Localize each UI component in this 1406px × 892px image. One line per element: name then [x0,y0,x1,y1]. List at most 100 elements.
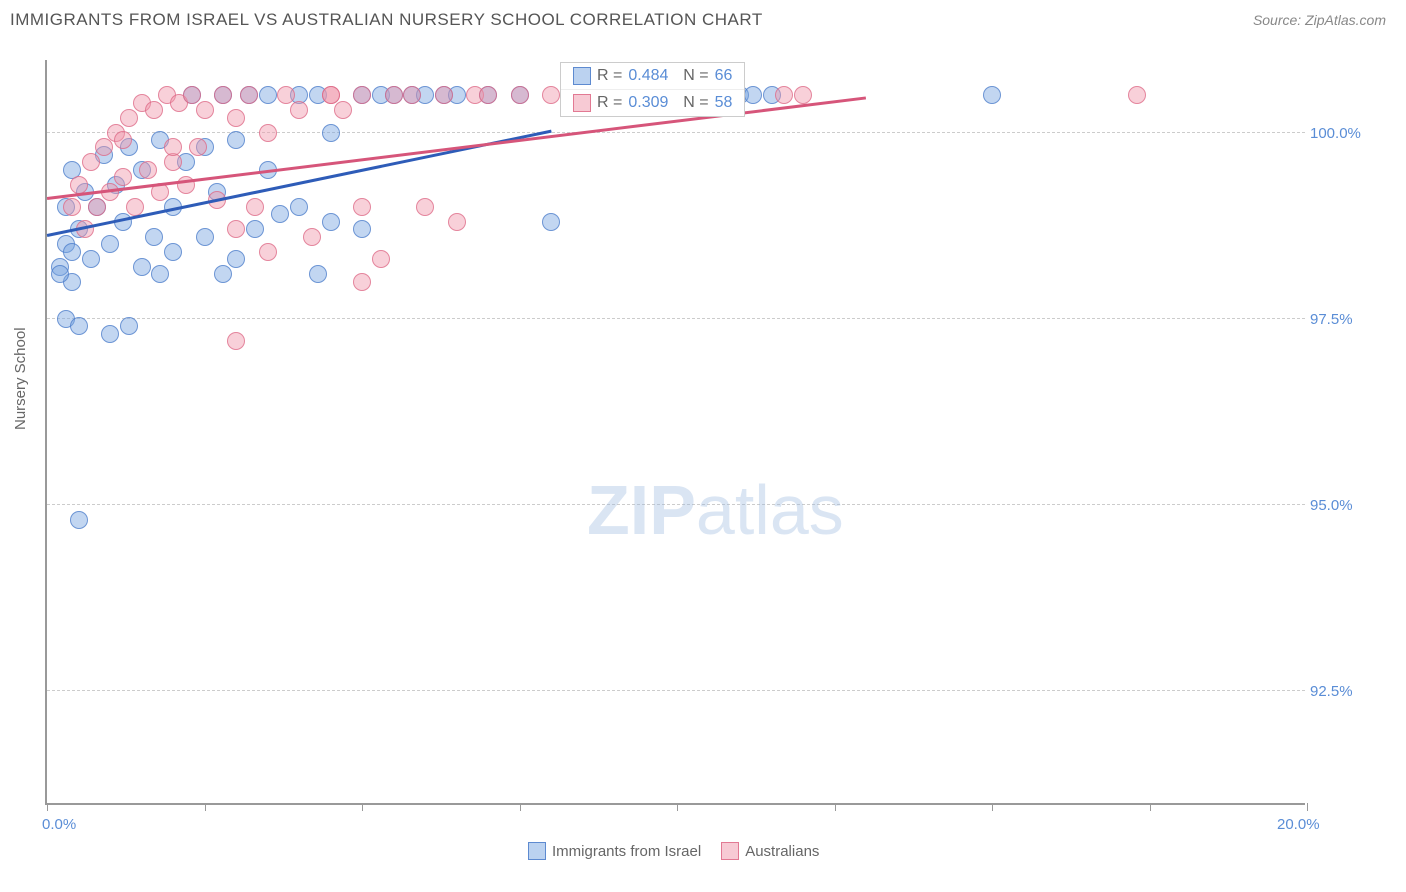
data-point [63,198,81,216]
data-point [196,228,214,246]
data-point [114,168,132,186]
data-point [290,101,308,119]
data-point [240,86,258,104]
legend-label-2: Australians [745,843,819,860]
data-point [1128,86,1146,104]
data-point [416,198,434,216]
data-point [259,124,277,142]
data-point [435,86,453,104]
data-point [246,198,264,216]
data-point [290,198,308,216]
data-point [227,332,245,350]
data-point [120,317,138,335]
n-label: N = [674,67,708,85]
y-tick-label: 100.0% [1310,125,1390,142]
data-point [277,86,295,104]
data-point [114,131,132,149]
data-point [448,213,466,231]
data-point [227,220,245,238]
data-point [794,86,812,104]
data-point [120,109,138,127]
data-point [511,86,529,104]
x-tick [47,803,48,811]
x-tick [835,803,836,811]
data-point [70,317,88,335]
data-point [309,265,327,283]
x-tick [1307,803,1308,811]
r-label: R = [597,94,622,112]
data-point [403,86,421,104]
legend-row-series1: R = 0.484 N = 66 [561,63,744,90]
x-tick-label: 0.0% [42,816,76,833]
source-attribution: Source: ZipAtlas.com [1253,12,1386,28]
data-point [196,101,214,119]
data-point [259,86,277,104]
y-axis-label: Nursery School [12,327,29,430]
correlation-legend: R = 0.484 N = 66 R = 0.309 N = 58 [560,62,745,117]
data-point [88,198,106,216]
data-point [70,511,88,529]
data-point [385,86,403,104]
data-point [164,138,182,156]
x-tick [362,803,363,811]
data-point [145,101,163,119]
data-point [227,131,245,149]
data-point [353,198,371,216]
scatter-chart: ZIPatlas 92.5%95.0%97.5%100.0%0.0%20.0% [45,60,1305,805]
gridline-h [47,504,1305,505]
data-point [214,265,232,283]
x-tick [677,803,678,811]
data-point [227,109,245,127]
swatch-icon [721,842,739,860]
watermark: ZIPatlas [587,470,844,550]
data-point [353,86,371,104]
data-point [479,86,497,104]
legend-label-1: Immigrants from Israel [552,843,701,860]
data-point [983,86,1001,104]
data-point [542,213,560,231]
gridline-h [47,318,1305,319]
x-tick [992,803,993,811]
x-tick-label: 20.0% [1277,816,1320,833]
data-point [322,124,340,142]
data-point [189,138,207,156]
data-point [63,243,81,261]
watermark-bold: ZIP [587,471,696,549]
y-tick-label: 95.0% [1310,497,1390,514]
x-tick [1150,803,1151,811]
data-point [164,243,182,261]
data-point [214,86,232,104]
r-value-2: 0.309 [628,94,668,112]
data-point [775,86,793,104]
source-value: ZipAtlas.com [1305,12,1386,28]
watermark-light: atlas [696,471,844,549]
data-point [51,265,69,283]
data-point [101,235,119,253]
data-point [372,250,390,268]
data-point [353,273,371,291]
legend-row-series2: R = 0.309 N = 58 [561,90,744,116]
gridline-h [47,690,1305,691]
y-tick-label: 92.5% [1310,683,1390,700]
source-label: Source: [1253,12,1305,28]
chart-header: IMMIGRANTS FROM ISRAEL VS AUSTRALIAN NUR… [0,0,1406,35]
data-point [82,153,100,171]
x-tick [205,803,206,811]
data-point [271,205,289,223]
r-label: R = [597,67,622,85]
data-point [183,86,201,104]
data-point [744,86,762,104]
data-point [246,220,264,238]
data-point [322,86,340,104]
data-point [542,86,560,104]
n-label: N = [674,94,708,112]
legend-item-2: Australians [721,842,819,860]
data-point [139,161,157,179]
data-point [95,138,113,156]
data-point [227,250,245,268]
swatch-icon [528,842,546,860]
data-point [82,250,100,268]
data-point [151,265,169,283]
data-point [101,325,119,343]
data-point [259,243,277,261]
